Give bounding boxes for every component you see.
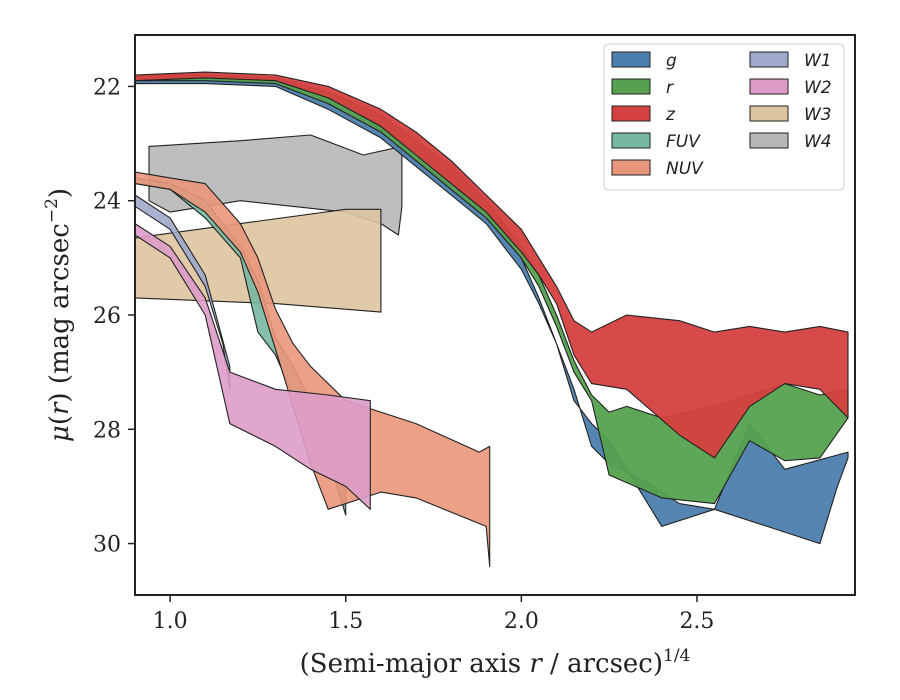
y-axis-label: μ(r) (mag arcsec−2) [42, 188, 75, 442]
x-tick-label: 2.5 [679, 609, 714, 634]
band-z [135, 71, 849, 459]
legend-swatch-w4 [749, 132, 789, 149]
legend-swatch-w3 [749, 105, 789, 122]
y-ticks: 22 24 26 28 30 [93, 75, 135, 558]
legend-label-w4: W4 [804, 132, 832, 152]
legend-swatch-g [611, 51, 651, 68]
legend-swatch-w2 [749, 78, 789, 95]
legend-label-z: z [665, 105, 676, 125]
legend-swatch-nuv [611, 159, 651, 176]
legend-swatch-z [611, 105, 651, 122]
legend-swatch-w1 [749, 51, 789, 68]
legend-label-r: r [666, 78, 674, 98]
y-tick-label: 22 [93, 75, 121, 100]
y-tick-label: 30 [93, 533, 121, 558]
data-bands [135, 71, 849, 567]
legend-swatch-r [611, 78, 651, 95]
legend-label-nuv: NUV [666, 159, 704, 179]
x-tick-label: 1.5 [328, 609, 363, 634]
legend-label-w2: W2 [804, 78, 832, 98]
legend-label-fuv: FUV [666, 132, 701, 152]
x-tick-label: 2.0 [504, 609, 539, 634]
legend-label-g: g [666, 51, 677, 71]
legend-label-w1: W1 [804, 51, 832, 71]
y-tick-label: 26 [93, 304, 121, 329]
y-tick-label: 24 [93, 190, 121, 215]
band-nuv [135, 171, 491, 567]
x-tick-label: 1.0 [153, 609, 188, 634]
y-tick-label: 28 [93, 418, 121, 443]
x-axis-label: (Semi-major axis r / arcsec)1/4 [300, 646, 691, 679]
x-ticks: 1.0 1.5 2.0 2.5 [153, 595, 714, 634]
legend-label-w3: W3 [804, 105, 832, 125]
legend: grz FUV NUV W1 W2 W3 W4 [603, 43, 845, 191]
band-w2 [135, 223, 371, 510]
legend-swatch-fuv [611, 132, 651, 149]
